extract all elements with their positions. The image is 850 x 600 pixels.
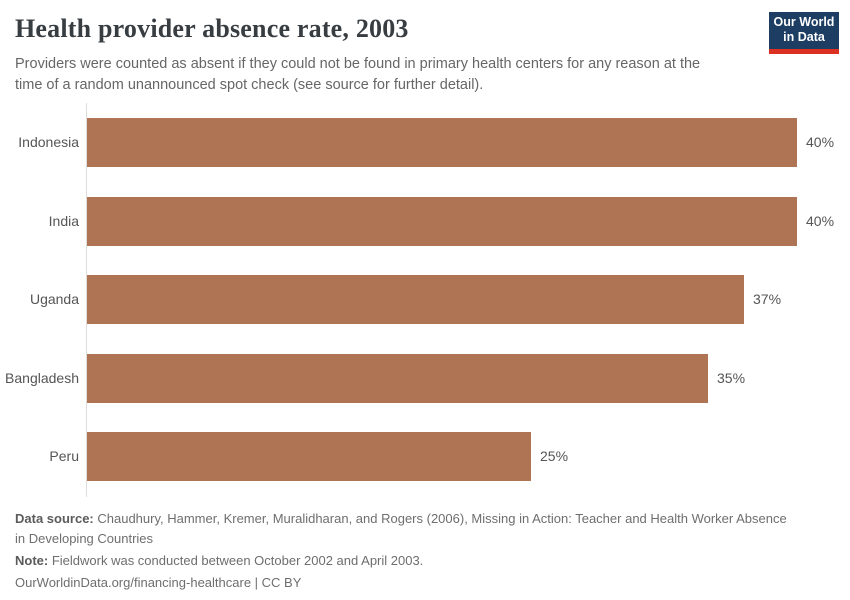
bar[interactable]: [87, 354, 708, 403]
owid-logo-line-2: in Data: [783, 30, 825, 44]
bar-row: India 40%: [0, 197, 850, 246]
bar[interactable]: [87, 432, 531, 481]
chart-footer: Data source: Chaudhury, Hammer, Kremer, …: [15, 509, 790, 595]
owid-logo-line-1: Our World: [773, 15, 835, 29]
data-source-text: Chaudhury, Hammer, Kremer, Muralidharan,…: [15, 511, 787, 546]
category-label: Peru: [49, 448, 79, 464]
value-label: 25%: [540, 448, 569, 464]
category-label: Bangladesh: [5, 370, 79, 386]
owid-logo-red-stripe: [769, 49, 839, 54]
bar[interactable]: [87, 118, 797, 167]
bar-row: Bangladesh 35%: [0, 354, 850, 403]
value-label: 40%: [806, 134, 835, 150]
bar-chart: Indonesia 40% India 40% Uganda 37% Bangladesh 3…: [0, 118, 850, 498]
bar[interactable]: [87, 197, 797, 246]
bar-row: Peru 25%: [0, 432, 850, 481]
chart-subtitle: Providers were counted as absent if they…: [15, 54, 700, 96]
note-line: Note: Fieldwork was conducted between Oc…: [15, 551, 790, 571]
bar-row: Uganda 37%: [0, 275, 850, 324]
data-source-label: Data source:: [15, 511, 94, 526]
attribution-link[interactable]: OurWorldinData.org/financing-healthcare …: [15, 575, 302, 590]
owid-logo-text: Our World in Data: [769, 12, 839, 49]
category-label: Indonesia: [18, 134, 79, 150]
owid-logo[interactable]: Our World in Data: [769, 12, 839, 54]
value-label: 35%: [717, 370, 746, 386]
value-label: 40%: [806, 213, 835, 229]
category-label: India: [48, 213, 79, 229]
bar[interactable]: [87, 275, 744, 324]
y-axis-line: [86, 103, 87, 497]
data-source-line: Data source: Chaudhury, Hammer, Kremer, …: [15, 509, 790, 549]
subtitle-line-1: Providers were counted as absent if they…: [15, 56, 701, 72]
page-title: Health provider absence rate, 2003: [15, 14, 409, 43]
category-label: Uganda: [29, 291, 79, 307]
subtitle-line-2: time of a random unannounced spot check …: [15, 77, 484, 93]
note-text: Fieldwork was conducted between October …: [51, 553, 424, 568]
note-label: Note:: [15, 553, 49, 568]
value-label: 37%: [753, 291, 782, 307]
bar-row: Indonesia 40%: [0, 118, 850, 167]
